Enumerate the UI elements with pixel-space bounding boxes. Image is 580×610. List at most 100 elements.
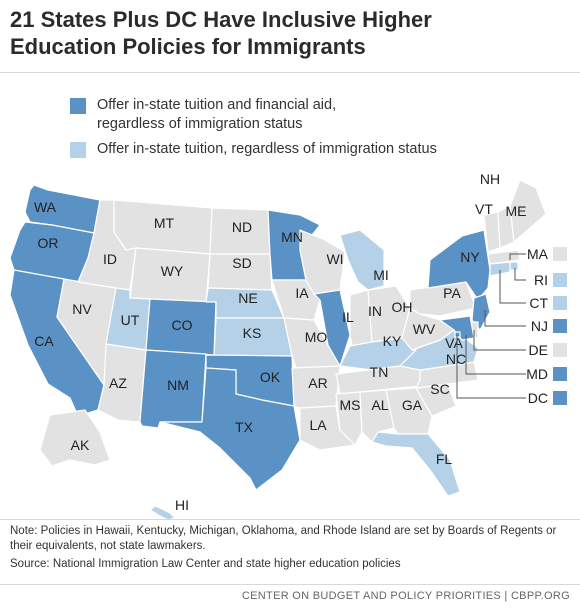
- state-shape-ia: [271, 279, 321, 321]
- state-label-hi: HI: [175, 497, 189, 513]
- state-shape-mi: [339, 229, 385, 291]
- callout-swatch-dc: [553, 391, 567, 405]
- state-label-ok: OK: [260, 369, 281, 385]
- state-shape-md: [439, 315, 475, 341]
- state-label-nd: ND: [232, 219, 252, 235]
- us-map: WA OR CA NV ID MT WY UT CO AZ NM ND SD NE KS OK TX MN IA MO…: [9, 171, 567, 520]
- state-label-pa: PA: [443, 285, 461, 301]
- callout-group: MA RI CT NJ DE MD DC: [526, 246, 567, 406]
- callout-swatch-md: [553, 367, 567, 381]
- title-line-1: 21 States Plus DC Have Inclusive Higher: [10, 7, 432, 32]
- state-label-sd: SD: [232, 255, 251, 271]
- state-label-tx: TX: [235, 419, 254, 435]
- state-shapes: [9, 179, 547, 520]
- state-label-la: LA: [309, 417, 327, 433]
- state-label-ny: NY: [460, 249, 480, 265]
- title-line-2: Education Policies for Immigrants: [10, 34, 366, 59]
- state-label-co: CO: [172, 317, 193, 333]
- state-shape-ny: [427, 229, 491, 301]
- legend-item-aid: Offer in-state tuition and financial aid…: [70, 96, 550, 134]
- callout-label-ct: CT: [529, 295, 548, 311]
- state-label-ne: NE: [238, 290, 257, 306]
- callout-line-md: [465, 335, 526, 375]
- state-label-id: ID: [103, 251, 117, 267]
- callout-line-ma: [509, 253, 526, 260]
- legend-item-tuition: Offer in-state tuition, regardless of im…: [70, 140, 550, 159]
- state-label-ks: KS: [243, 325, 262, 341]
- state-shape-hi: [149, 505, 176, 520]
- legend-swatch-tuition: [70, 142, 86, 158]
- state-label-ut: UT: [121, 312, 140, 328]
- legend-label-aid-line-1: Offer in-state tuition and financial aid…: [97, 97, 337, 113]
- callout-line-ri: [514, 268, 526, 281]
- state-label-ia: IA: [295, 285, 309, 301]
- state-shape-ms: [335, 391, 363, 446]
- callout-label-md: MD: [526, 366, 548, 382]
- state-label-az: AZ: [109, 375, 127, 391]
- title-divider: [0, 72, 580, 73]
- legend-label-tuition: Offer in-state tuition, regardless of im…: [97, 141, 437, 157]
- callout-line-dc: [456, 335, 526, 399]
- callout-label-ri: RI: [534, 272, 548, 288]
- state-label-al: AL: [371, 397, 388, 413]
- callout-label-dc: DC: [528, 390, 548, 406]
- state-label-mo: MO: [305, 329, 328, 345]
- state-label-ky: KY: [383, 333, 402, 349]
- legend-label-aid-line-2: regardless of immigration status: [97, 116, 303, 132]
- state-label-nh: NH: [480, 171, 500, 187]
- state-shape-ri: [509, 261, 519, 271]
- callout-label-ma: MA: [527, 246, 549, 262]
- state-label-ca: CA: [34, 333, 54, 349]
- map-title: 21 States Plus DC Have Inclusive Higher …: [10, 6, 570, 60]
- callout-swatch-ct: [553, 296, 567, 310]
- callout-swatch-ri: [553, 273, 567, 287]
- state-label-ar: AR: [308, 375, 327, 391]
- callout-label-de: DE: [529, 342, 548, 358]
- footer-divider: [0, 584, 580, 585]
- callout-swatch-de: [553, 343, 567, 357]
- state-label-or: OR: [38, 235, 59, 251]
- state-label-nc: NC: [446, 351, 466, 367]
- state-label-fl: FL: [436, 451, 453, 467]
- state-shape-ak: [39, 409, 111, 467]
- state-label-oh: OH: [392, 299, 413, 315]
- state-label-me: ME: [506, 203, 527, 219]
- callout-line-nj: [484, 310, 526, 327]
- state-label-nm: NM: [167, 377, 189, 393]
- state-label-mt: MT: [154, 215, 175, 231]
- callout-label-nj: NJ: [531, 318, 548, 334]
- callout-lines: [456, 253, 526, 399]
- state-label-mi: MI: [373, 267, 389, 283]
- legend-swatch-aid: [70, 98, 86, 114]
- state-shape-tx: [159, 367, 301, 491]
- state-shape-dc: [454, 331, 461, 338]
- callout-line-de: [473, 330, 526, 351]
- state-label-nv: NV: [72, 301, 92, 317]
- legend: Offer in-state tuition and financial aid…: [70, 96, 550, 165]
- state-label-wy: WY: [161, 263, 184, 279]
- state-labels: WA OR CA NV ID MT WY UT CO AZ NM ND SD NE KS OK TX MN IA MO…: [34, 171, 527, 513]
- callout-swatch-ma: [553, 247, 567, 261]
- state-label-wi: WI: [326, 251, 343, 267]
- state-shape-me: [509, 179, 547, 243]
- state-label-in: IN: [368, 303, 382, 319]
- callout-line-ct: [499, 270, 526, 304]
- state-label-ga: GA: [402, 397, 423, 413]
- state-label-wa: WA: [34, 199, 57, 215]
- footer: CENTER ON BUDGET AND POLICY PRIORITIES |…: [241, 590, 570, 602]
- state-shape-nm: [139, 349, 207, 429]
- state-label-tn: TN: [370, 364, 389, 380]
- callout-swatch-nj: [553, 319, 567, 333]
- state-label-va: VA: [445, 335, 463, 351]
- state-shape-fl: [371, 431, 461, 497]
- state-label-ak: AK: [71, 437, 90, 453]
- note: Note: Policies in Hawaii, Kentucky, Mich…: [10, 525, 557, 552]
- state-label-sc: SC: [430, 381, 449, 397]
- map-divider: [0, 519, 580, 520]
- state-shape-ct: [489, 261, 511, 277]
- state-label-mn: MN: [281, 229, 303, 245]
- state-label-il: IL: [342, 309, 354, 325]
- state-label-ms: MS: [340, 397, 361, 413]
- state-label-wv: WV: [413, 321, 436, 337]
- source: Source: National Immigration Law Center …: [10, 558, 401, 570]
